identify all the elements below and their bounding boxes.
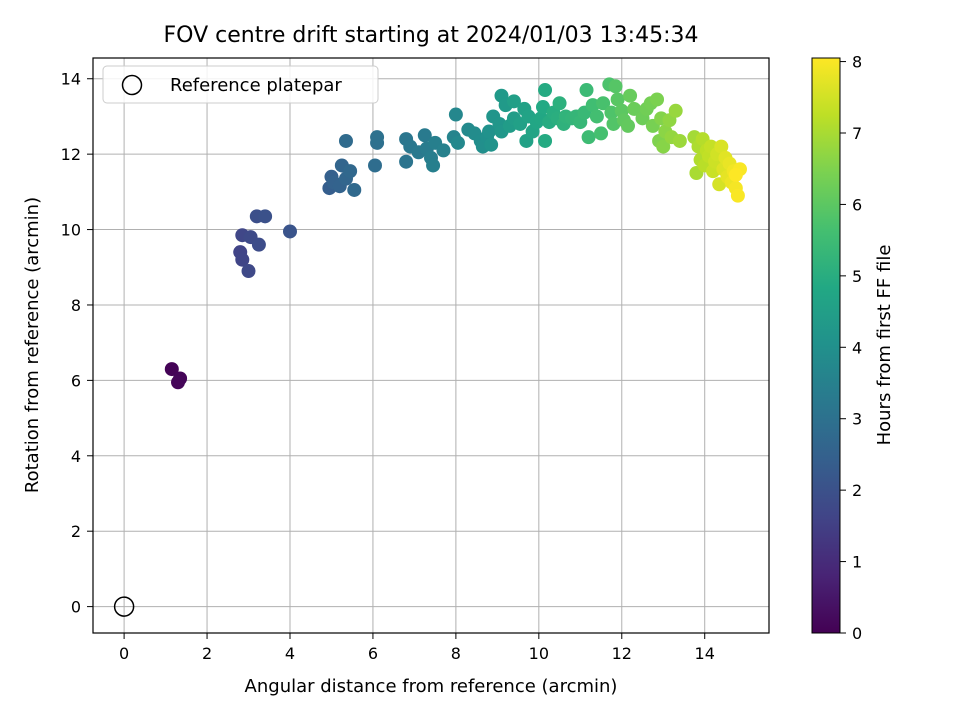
data-point <box>538 133 553 148</box>
data-point <box>241 264 256 279</box>
data-point <box>620 118 635 133</box>
legend-label: Reference platepar <box>170 75 342 96</box>
data-point <box>482 124 497 139</box>
x-tick-label: 0 <box>119 644 129 663</box>
x-tick-label: 14 <box>695 644 715 663</box>
data-point <box>730 188 745 203</box>
data-point <box>581 130 596 145</box>
data-point <box>650 92 665 107</box>
grid-lines <box>93 58 769 633</box>
data-point <box>426 158 441 173</box>
x-tick-label: 2 <box>202 644 212 663</box>
colorbar-tick-label: 2 <box>852 481 862 500</box>
data-point <box>538 83 553 98</box>
data-point <box>251 237 266 252</box>
data-point <box>604 105 619 120</box>
x-tick-label: 4 <box>285 644 295 663</box>
x-tick-label: 10 <box>529 644 549 663</box>
data-point <box>627 101 642 116</box>
data-point <box>506 94 521 109</box>
x-tick-label: 8 <box>451 644 461 663</box>
data-point <box>436 143 451 158</box>
x-axis-ticks: 0 2 4 6 8 10 12 14 <box>119 633 715 663</box>
data-point <box>368 158 383 173</box>
data-point <box>656 139 671 154</box>
y-tick-label: 2 <box>71 522 81 541</box>
colorbar-tick-label: 7 <box>852 124 862 143</box>
data-point <box>417 128 432 143</box>
x-axis-label: Angular distance from reference (arcmin) <box>245 676 618 697</box>
y-tick-label: 14 <box>61 70 81 89</box>
data-point <box>594 126 609 141</box>
colorbar-tick-label: 6 <box>852 195 862 214</box>
data-point <box>164 362 179 377</box>
data-point <box>258 209 273 224</box>
data-point <box>552 96 567 111</box>
data-point <box>714 139 729 154</box>
colorbar-tick-label: 3 <box>852 410 862 429</box>
data-point <box>623 88 638 103</box>
y-tick-label: 6 <box>71 371 81 390</box>
x-tick-label: 12 <box>612 644 632 663</box>
colorbar-tick-label: 4 <box>852 338 862 357</box>
data-point <box>235 252 250 267</box>
colorbar-tick-label: 1 <box>852 553 862 572</box>
data-point <box>585 98 600 113</box>
y-tick-label: 10 <box>61 221 81 240</box>
legend-marker <box>121 74 143 96</box>
data-point <box>668 103 683 118</box>
data-point <box>672 133 687 148</box>
colorbar-label: Hours from first FF file <box>874 245 895 446</box>
data-point <box>728 167 743 182</box>
data-point <box>171 375 186 390</box>
colorbar-tick-label: 5 <box>852 267 862 286</box>
y-tick-label: 12 <box>61 145 81 164</box>
data-point <box>282 224 297 239</box>
plot-frame <box>92 57 770 634</box>
data-point <box>589 109 604 124</box>
colorbar-tick-label: 0 <box>852 624 862 643</box>
scatter-points <box>164 77 747 390</box>
colorbar-tick-label: 8 <box>852 53 862 72</box>
data-point <box>610 92 625 107</box>
data-point <box>450 135 465 150</box>
legend: Reference platepar <box>102 65 379 104</box>
legend-box <box>102 65 379 104</box>
y-tick-label: 0 <box>71 598 81 617</box>
data-point <box>370 130 385 145</box>
data-point <box>343 164 358 179</box>
data-point <box>448 107 463 122</box>
data-point <box>608 79 623 94</box>
data-point <box>399 154 414 169</box>
y-axis-ticks: 0 2 4 6 8 10 12 14 <box>61 70 93 617</box>
y-axis-label: Rotation from reference (arcmin) <box>22 197 43 493</box>
data-point <box>484 137 499 152</box>
data-point <box>596 96 611 111</box>
data-point <box>579 83 594 98</box>
chart-title: FOV centre drift starting at 2024/01/03 … <box>164 23 699 48</box>
y-tick-label: 4 <box>71 447 81 466</box>
data-point <box>338 133 353 148</box>
x-tick-label: 6 <box>368 644 378 663</box>
reference-marker <box>113 596 135 617</box>
data-point <box>347 182 362 197</box>
colorbar <box>811 57 841 634</box>
data-point <box>535 100 550 115</box>
colorbar-ticks: 0 1 2 3 4 5 6 7 8 <box>840 53 862 643</box>
y-tick-label: 8 <box>71 296 81 315</box>
